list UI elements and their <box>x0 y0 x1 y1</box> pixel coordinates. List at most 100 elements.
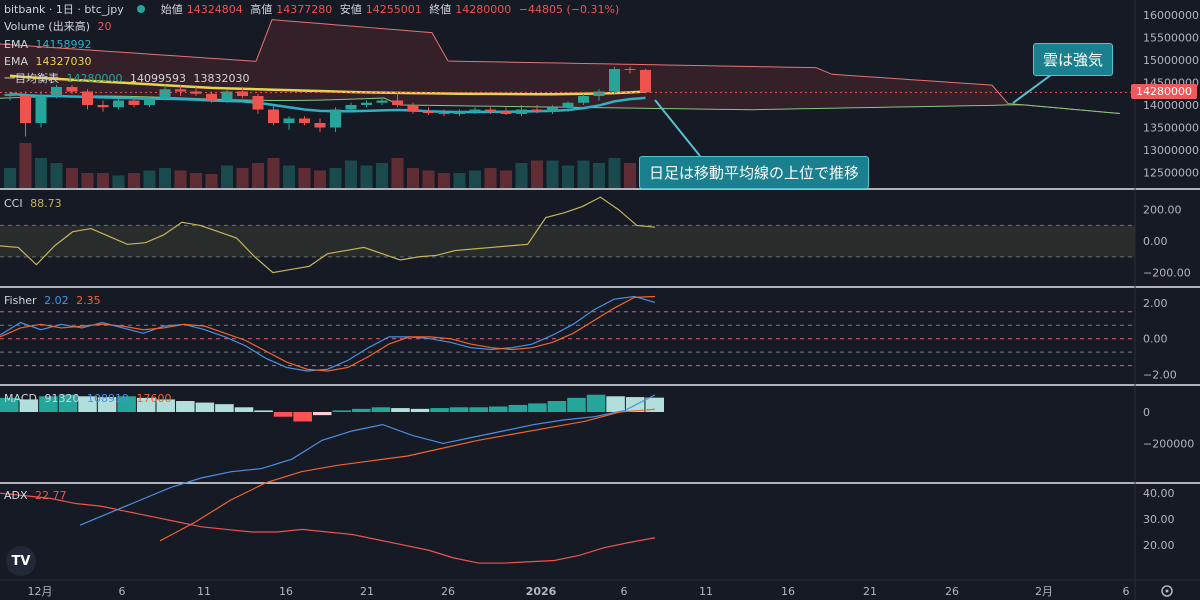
gear-icon-center <box>1165 589 1169 593</box>
volume-bar <box>81 173 94 188</box>
candle-body <box>469 109 481 112</box>
fisher-legend[interactable]: Fisher 2.02 2.35 <box>4 293 105 308</box>
volume-bar <box>624 163 636 188</box>
candle-body <box>206 93 217 101</box>
macd-histogram-bar <box>39 396 58 412</box>
volume-bar <box>221 165 233 188</box>
volume-bar <box>453 173 466 188</box>
volume-bar <box>50 163 63 188</box>
candle-body <box>97 105 109 108</box>
change-value: −44805 (−0.31%) <box>518 3 620 16</box>
ichimoku-legend[interactable]: 一目均衡表 14280000 14099593 13832030 <box>4 71 254 86</box>
macd-histogram-bar <box>352 408 371 412</box>
fisher-value-1: 2.02 <box>44 294 69 307</box>
macd-tick-label: −200000 <box>1143 437 1194 450</box>
fisher-trigger-line <box>0 295 656 372</box>
volume-bar <box>608 158 621 188</box>
macd-histogram-bar <box>410 408 430 412</box>
price-tick-label: 14000000 <box>1143 99 1199 112</box>
price-tick-label: 16000000 <box>1143 9 1199 22</box>
volume-value: 20 <box>97 20 112 33</box>
volume-bar <box>422 170 435 188</box>
time-tick-label: 2月 <box>1035 585 1053 598</box>
ema-long-legend[interactable]: EMA 14158992 <box>4 37 95 52</box>
macd-histogram-bar <box>567 397 586 412</box>
time-tick-label: 6 <box>119 585 126 598</box>
ichimoku-value-1: 14280000 <box>66 72 123 85</box>
open-value: 14324804 <box>186 3 243 16</box>
cci-line <box>0 196 656 274</box>
low-label: 安値 <box>339 3 362 16</box>
volume-bar <box>4 168 16 188</box>
close-value: 14280000 <box>455 3 512 16</box>
macd-histogram-bar <box>508 404 528 412</box>
macd-tick-label: 0 <box>1143 406 1150 419</box>
volume-bar <box>469 170 481 188</box>
macd-histogram-bar <box>234 407 254 412</box>
volume-bar <box>360 165 373 188</box>
volume-bar <box>97 173 109 188</box>
candle-body <box>376 100 388 103</box>
macd-histogram-bar <box>19 399 39 412</box>
macd-line <box>79 394 656 526</box>
volume-bar <box>345 160 357 188</box>
macd-histogram-bar <box>488 406 508 412</box>
volume-bar <box>515 163 528 188</box>
macd-histogram-bar <box>528 403 547 412</box>
macd-histogram-bar <box>136 397 156 412</box>
time-tick-label: 12月 <box>28 585 53 598</box>
time-tick-label: 11 <box>197 585 211 598</box>
fisher-tick-label: 0.00 <box>1143 333 1168 346</box>
volume-bar <box>562 165 574 188</box>
candle-body <box>299 118 310 123</box>
ema-short-legend[interactable]: EMA 14327030 <box>4 54 95 69</box>
macd-histogram-bar <box>430 408 449 412</box>
ema-short-label: EMA <box>4 55 28 68</box>
time-tick-label: 6 <box>621 585 628 598</box>
macd-histogram-bar <box>645 397 664 412</box>
macd-histogram-bar <box>449 407 469 412</box>
macd-value-1: 91320 <box>44 392 80 405</box>
time-tick-label: 26 <box>945 585 959 598</box>
cci-tick-label: 200.00 <box>1143 204 1182 217</box>
macd-histogram-bar <box>215 404 234 412</box>
time-tick-label: 11 <box>699 585 713 598</box>
price-tick-label: 13000000 <box>1143 144 1199 157</box>
macd-histogram-bar <box>371 407 391 412</box>
status-dot-icon <box>137 5 146 13</box>
macd-legend[interactable]: MACD 91320 108919 17600 <box>4 391 175 406</box>
ema-long-value: 14158992 <box>35 38 92 51</box>
volume-legend[interactable]: Volume (出来高) 20 <box>4 19 116 34</box>
candle-body <box>454 111 465 114</box>
fisher-value-2: 2.35 <box>76 294 101 307</box>
macd-histogram-bar <box>469 407 488 412</box>
cci-legend[interactable]: CCI 88.73 <box>4 196 66 211</box>
candle-body <box>407 105 419 112</box>
close-label: 終値 <box>429 3 452 16</box>
ichimoku-span-a-line <box>0 19 1121 115</box>
macd-histogram-bar <box>586 394 606 412</box>
volume-bar <box>484 168 497 188</box>
candle-body <box>51 87 62 96</box>
callout-cloud-bullish[interactable]: 雲は強気 <box>1033 43 1114 76</box>
cci-tick-label: 0.00 <box>1143 235 1168 248</box>
volume-bar <box>267 158 280 188</box>
candle-body <box>438 113 450 115</box>
candle-body <box>113 100 124 108</box>
candle-body <box>159 89 171 99</box>
candle-body <box>361 102 372 105</box>
price-tick-label: 13500000 <box>1143 122 1199 135</box>
cci-label: CCI <box>4 197 23 210</box>
volume-bar <box>19 143 32 188</box>
adx-tick-label: 20.00 <box>1143 539 1175 552</box>
tradingview-logo-icon[interactable]: TV <box>6 546 36 576</box>
ema-long-line <box>9 74 646 96</box>
adx-legend[interactable]: ADX 22.77 <box>4 488 71 503</box>
volume-bar <box>252 163 264 188</box>
candle-body <box>423 111 434 114</box>
high-label: 高値 <box>250 3 273 16</box>
callout-above-moving-average[interactable]: 日足は移動平均線の上位で推移 <box>639 156 870 189</box>
candle-body <box>500 111 512 114</box>
